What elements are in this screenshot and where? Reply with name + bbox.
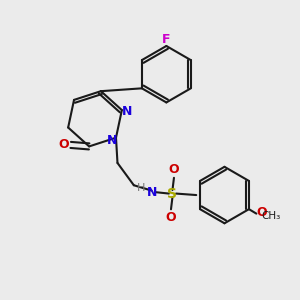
Text: O: O: [59, 138, 70, 152]
Text: O: O: [169, 163, 179, 176]
Text: H: H: [137, 183, 146, 193]
Text: N: N: [122, 105, 132, 118]
Text: N: N: [107, 134, 118, 147]
Text: O: O: [256, 206, 267, 219]
Text: S: S: [167, 187, 178, 201]
Text: N: N: [146, 186, 157, 199]
Text: CH₃: CH₃: [262, 211, 281, 221]
Text: F: F: [162, 33, 171, 46]
Text: O: O: [166, 211, 176, 224]
